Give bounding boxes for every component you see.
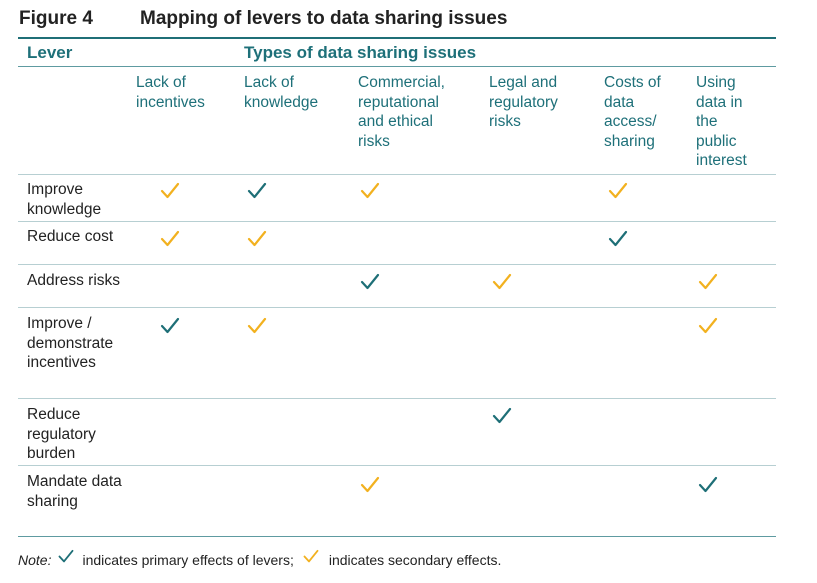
- figure-label: Figure 4: [19, 8, 93, 29]
- note-label: Note:: [18, 551, 52, 568]
- secondary-tick-icon: [359, 475, 381, 495]
- issue-types-heading: Types of data sharing issues: [244, 43, 477, 62]
- row-separator: [18, 465, 776, 466]
- row-separator: [18, 264, 776, 265]
- header-rule: [18, 66, 776, 67]
- column-heading-public-interest: Using data in the public interest: [696, 74, 747, 169]
- primary-tick-icon: [246, 181, 268, 201]
- primary-tick-icon: [57, 548, 75, 565]
- top-rule: [18, 37, 776, 39]
- column-heading-lack-of-incentives: Lack of incentives: [136, 74, 205, 111]
- primary-tick-icon: [697, 475, 719, 495]
- row-separator: [18, 398, 776, 399]
- secondary-tick-icon: [359, 181, 381, 201]
- row-label-mandate-data-sharing: Mandate data sharing: [27, 473, 122, 510]
- secondary-tick-icon: [159, 181, 181, 201]
- row-label-reduce-cost: Reduce cost: [27, 228, 114, 245]
- row-separator: [18, 221, 776, 222]
- row-separator: [18, 307, 776, 308]
- secondary-tick-icon: [697, 316, 719, 336]
- secondary-tick-icon: [246, 316, 268, 336]
- figure-heading: Figure 4 Mapping of levers to data shari…: [19, 8, 507, 36]
- secondary-tick-icon: [159, 229, 181, 249]
- primary-tick-icon: [359, 272, 381, 292]
- primary-tick-icon: [159, 316, 181, 336]
- primary-tick-icon: [607, 229, 629, 249]
- figure-title: Mapping of levers to data sharing issues: [140, 8, 508, 29]
- primary-tick-icon: [491, 406, 513, 426]
- lever-column-heading: Lever: [27, 43, 73, 62]
- column-heading-commercial-risks: Commercial, reputational and ethical ris…: [358, 74, 445, 150]
- bottom-rule: [18, 536, 776, 537]
- secondary-tick-icon: [697, 272, 719, 292]
- column-heading-legal-risks: Legal and regulatory risks: [489, 74, 558, 130]
- row-label-improve-incentives: Improve / demonstrate incentives: [27, 315, 114, 371]
- row-separator: [18, 174, 776, 175]
- row-label-address-risks: Address risks: [27, 272, 121, 289]
- column-heading-costs: Costs of data access/ sharing: [604, 74, 661, 150]
- secondary-tick-icon: [302, 548, 320, 565]
- primary-legend-text: indicates primary effects of levers;: [82, 551, 294, 568]
- column-heading-lack-of-knowledge: Lack of knowledge: [244, 74, 319, 111]
- legend-note: Note: indicates primary effects of lever…: [18, 548, 501, 571]
- secondary-tick-icon: [607, 181, 629, 201]
- secondary-tick-icon: [246, 229, 268, 249]
- row-label-reduce-regulatory-burden: Reduce regulatory burden: [27, 406, 96, 462]
- secondary-tick-icon: [491, 272, 513, 292]
- row-label-improve-knowledge: Improve knowledge: [27, 181, 102, 218]
- secondary-legend-text: indicates secondary effects.: [328, 551, 502, 568]
